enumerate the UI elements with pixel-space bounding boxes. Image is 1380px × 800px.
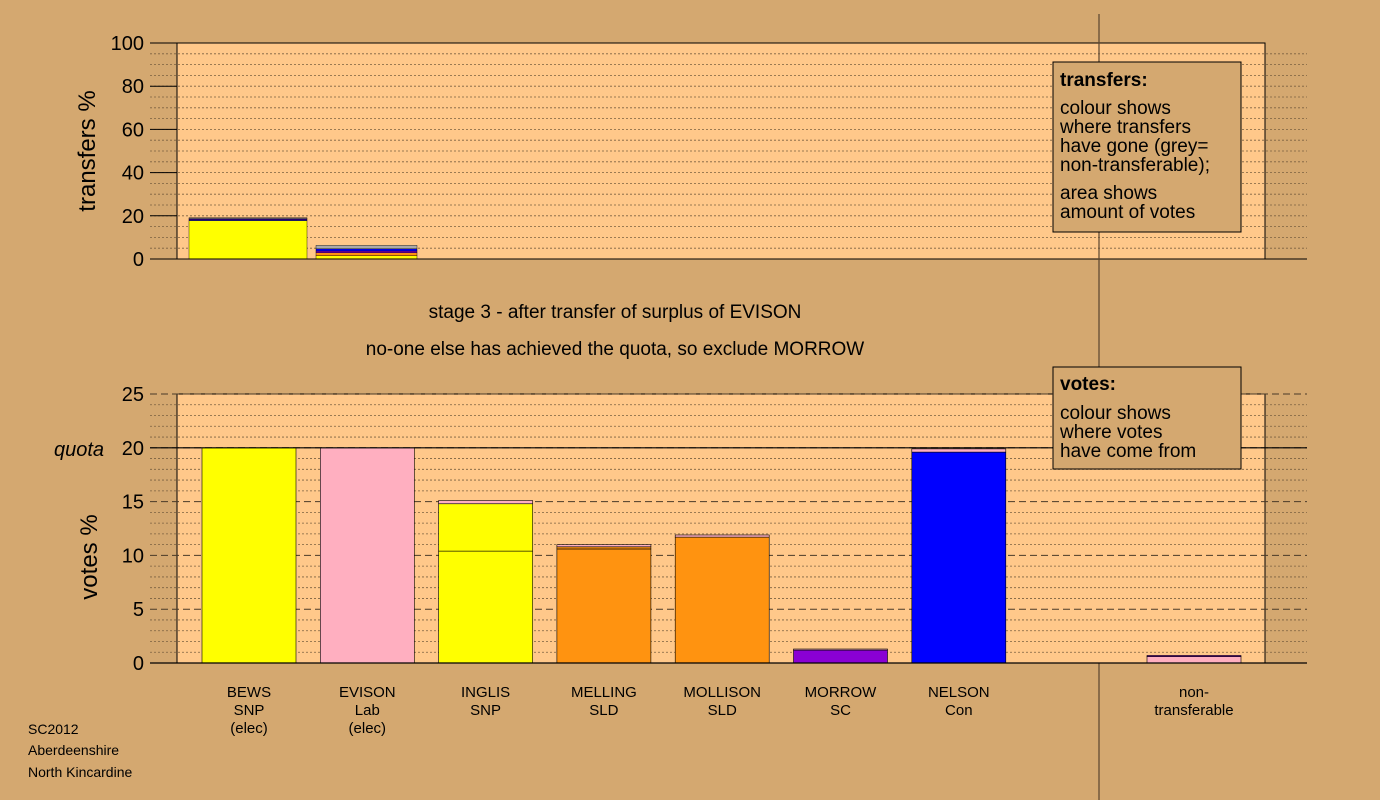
- votes-legend-line: where votes: [1059, 422, 1162, 443]
- transfers-y-ticks: 0 20 40 60 80 100: [111, 33, 177, 271]
- non-transferable-bar-segment: [1146, 655, 1242, 657]
- votes-y-axis-title: votes %: [76, 514, 103, 599]
- transfers-legend-title: transfers:: [1060, 70, 1148, 91]
- votes-tick-label: 0: [133, 653, 144, 675]
- transfers-bar-segment: [188, 217, 308, 219]
- transfers-tick-label: 60: [122, 119, 144, 141]
- transfers-y-axis-title: transfers %: [74, 90, 101, 211]
- candidate-label: SLD: [708, 702, 737, 719]
- votes-bar-segment: [556, 548, 652, 664]
- candidate-labels: BEWSSNP(elec)EVISONLab(elec)INGLISSNPMEL…: [227, 684, 1234, 737]
- candidate-label: (elec): [349, 720, 387, 737]
- transfers-bar-segment: [315, 248, 418, 252]
- candidate-label: NELSON: [928, 684, 990, 701]
- transfers-tick-label: 40: [122, 163, 144, 185]
- votes-bar-segment: [674, 534, 770, 538]
- candidate-label: MORROW: [805, 684, 877, 701]
- votes-bar-segment: [319, 447, 415, 664]
- votes-legend-box: [1052, 366, 1242, 470]
- votes-bar-segment: [438, 500, 533, 505]
- candidate-label: EVISON: [339, 684, 396, 701]
- votes-legend-line: have come from: [1060, 441, 1196, 462]
- votes-bar-segment: [911, 451, 1007, 664]
- election-footer: SC2012 Aberdeenshire North Kincardine: [28, 721, 132, 780]
- candidate-label: MOLLISON: [683, 684, 761, 701]
- candidate-label: SC: [830, 702, 851, 719]
- votes-bar-segment: [911, 448, 1007, 453]
- votes-bar-segment: [201, 447, 297, 664]
- candidate-label: INGLIS: [461, 684, 510, 701]
- transfers-tick-label: 80: [122, 76, 144, 98]
- transfers-bar-segment: [315, 250, 418, 253]
- candidate-label: SLD: [589, 702, 618, 719]
- transfers-bar-segment: [315, 252, 418, 256]
- transfers-legend-line: colour shows: [1060, 98, 1171, 119]
- non-transferable-bar-segment: [1146, 656, 1242, 664]
- candidate-label: Lab: [355, 702, 380, 719]
- stage-heading: stage 3 - after transfer of surplus of E…: [429, 302, 802, 323]
- votes-legend-title: votes:: [1060, 374, 1116, 395]
- votes-bar-segment: [556, 544, 652, 548]
- transfers-legend-line: have gone (grey=: [1060, 136, 1208, 157]
- votes-legend-line: colour shows: [1060, 403, 1171, 424]
- stage-outcome: no-one else has achieved the quota, so e…: [366, 339, 865, 360]
- transfers-tick-label: 20: [122, 206, 144, 228]
- votes-bar-segment: [438, 503, 533, 552]
- transfers-bar-segment: [188, 220, 308, 260]
- candidate-label: BEWS: [227, 684, 271, 701]
- transfers-legend: transfers: colour shows where transfers …: [1052, 61, 1242, 233]
- votes-bar-segment: [793, 649, 888, 664]
- votes-tick-label: 25: [122, 384, 144, 406]
- footer-council: Aberdeenshire: [28, 742, 119, 758]
- votes-legend: votes: colour shows where votes have com…: [1052, 366, 1242, 470]
- candidate-label: SNP: [234, 702, 265, 719]
- votes-bar-segment: [556, 546, 652, 550]
- votes-y-ticks: 0 5 10 15 20 25: [122, 384, 144, 675]
- transfers-legend-line: area shows: [1060, 183, 1157, 204]
- votes-bars: [201, 447, 1242, 664]
- footer-ward: North Kincardine: [28, 764, 132, 780]
- transfers-bars: [188, 217, 418, 260]
- votes-tick-label: 5: [133, 599, 144, 621]
- transfers-legend-line: where transfers: [1059, 117, 1191, 138]
- footer-election: SC2012: [28, 721, 79, 737]
- candidate-label: Con: [945, 702, 973, 719]
- transfers-bar-segment: [315, 245, 418, 250]
- non-transferable-label: non-: [1179, 684, 1209, 701]
- candidate-label: SNP: [470, 702, 501, 719]
- votes-bar-segment: [793, 648, 888, 651]
- votes-tick-label: 20: [122, 438, 144, 460]
- non-transferable-label: transferable: [1154, 702, 1233, 719]
- candidate-label: (elec): [230, 720, 268, 737]
- votes-bar-segment: [674, 536, 770, 664]
- transfers-legend-box: [1052, 61, 1242, 233]
- transfers-tick-label: 100: [111, 33, 144, 55]
- votes-tick-label: 15: [122, 492, 144, 514]
- quota-label: quota: [54, 439, 104, 461]
- transfers-legend-line: non-transferable);: [1060, 155, 1210, 176]
- votes-bar-segment: [438, 550, 533, 664]
- transfers-tick-label: 0: [133, 249, 144, 271]
- candidate-label: MELLING: [571, 684, 637, 701]
- transfers-legend-line: amount of votes: [1060, 202, 1195, 223]
- votes-tick-label: 10: [122, 545, 144, 567]
